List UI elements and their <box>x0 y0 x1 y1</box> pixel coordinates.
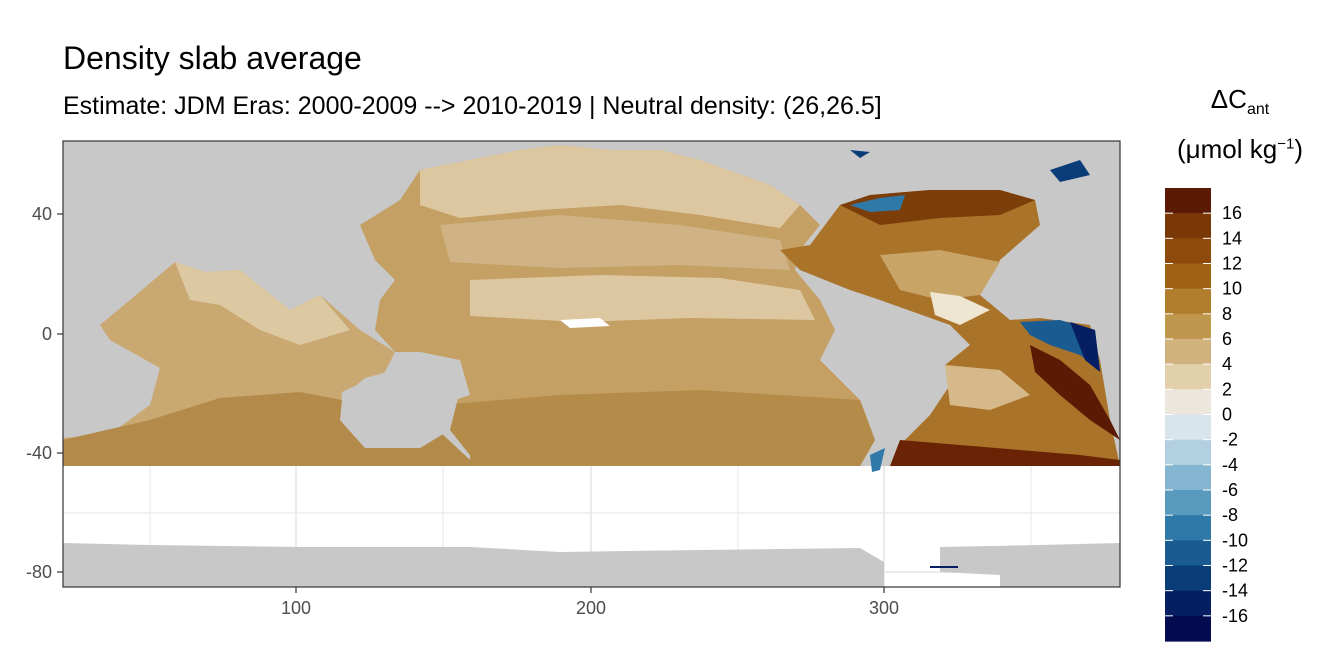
equatorial-pacific-light <box>470 275 815 322</box>
legend-tick-label: 6 <box>1222 329 1232 349</box>
chart-title: Density slab average <box>63 40 362 76</box>
legend-title-symbol: ΔCant <box>1210 84 1270 119</box>
equatorial-gap <box>560 318 610 328</box>
indian-ocean <box>63 262 470 466</box>
legend-color-swatch <box>1165 590 1211 617</box>
antarctica-land <box>63 543 884 587</box>
legend-color-swatch <box>1165 439 1211 466</box>
y-tick-label: 40 <box>32 204 52 224</box>
legend-tick-label: -10 <box>1222 530 1248 550</box>
legend-color-swatch <box>1165 364 1211 390</box>
benguela-dark <box>1030 345 1120 440</box>
legend-color-swatch <box>1165 540 1211 567</box>
north-pacific-mid <box>440 215 790 270</box>
legend-tick-label: -6 <box>1222 480 1238 500</box>
south-atlantic-dark-band <box>890 440 1120 466</box>
labrador-blue <box>850 195 905 212</box>
legend-color-swatch <box>1165 263 1211 290</box>
legend-color-swatch <box>1165 339 1211 365</box>
legend-tick-label: 2 <box>1222 379 1232 399</box>
legend-tick-label: -8 <box>1222 505 1238 525</box>
legend-color-swatch <box>1165 615 1211 642</box>
legend-color-swatch <box>1165 213 1211 239</box>
legend-color-swatch <box>1165 464 1211 491</box>
legend-labels: 16 14 12 10 8 6 4 2 0 -2 -4 -6 -8 -10 -12 -14 -16 <box>1222 203 1248 626</box>
weddell-blue <box>930 566 958 568</box>
legend-tick-label: 14 <box>1222 228 1242 248</box>
legend-color-swatch <box>1165 389 1211 416</box>
legend-color-swatch <box>1165 288 1211 315</box>
atlantic-ocean <box>780 190 1120 466</box>
southern-pacific-band <box>440 390 875 466</box>
legend-tick-label: -4 <box>1222 455 1238 475</box>
x-tick-label: 300 <box>869 598 899 618</box>
legend-tick-label: 0 <box>1222 405 1232 425</box>
legend-tick-label: -14 <box>1222 581 1248 601</box>
hudson-blue <box>850 150 870 158</box>
greenland-blue <box>1050 160 1090 182</box>
north-pacific-light <box>420 145 800 228</box>
x-tick-label: 200 <box>576 598 606 618</box>
legend-tick-label: -16 <box>1222 606 1248 626</box>
legend-tick-label: 12 <box>1222 254 1242 274</box>
legend-tick-label: 8 <box>1222 304 1232 324</box>
legend-color-swatch <box>1165 490 1211 516</box>
arabian-sea-light <box>175 262 350 345</box>
legend-color-swatch <box>1165 565 1211 592</box>
legend-tick-label: -12 <box>1222 556 1248 576</box>
atlantic-mid-light <box>880 250 1000 300</box>
legend-color-swatch <box>1165 188 1211 214</box>
y-tick-label: 0 <box>42 324 52 344</box>
falkland-blue <box>870 448 885 472</box>
axis-ticks <box>57 213 885 593</box>
legend-tick-label: -2 <box>1222 430 1238 450</box>
legend-tick-label: 10 <box>1222 279 1242 299</box>
legend-color-swatch <box>1165 238 1211 265</box>
legend-tick-label: 4 <box>1222 354 1232 374</box>
y-tick-label: -80 <box>26 562 52 582</box>
australia <box>340 360 458 448</box>
legend-color-swatch <box>1165 313 1211 340</box>
legend-tick-label: 16 <box>1222 203 1242 223</box>
atlantic-whitish-patch <box>930 292 990 325</box>
gulf-of-guinea-deep-blue <box>1070 322 1100 372</box>
southern-indian-band <box>63 392 470 466</box>
legend-color-swatch <box>1165 414 1211 441</box>
legend-color-swatch <box>1165 515 1211 541</box>
legend-title-unit: (μmol kg−1) <box>1177 134 1303 164</box>
legend-colorbar <box>1165 188 1211 642</box>
y-tick-label: -40 <box>26 443 52 463</box>
south-atlantic-light <box>945 365 1030 410</box>
antarctica-land-east <box>940 543 1120 587</box>
chart-subtitle: Estimate: JDM Eras: 2000-2009 --> 2010-2… <box>63 92 882 120</box>
x-tick-label: 100 <box>281 598 311 618</box>
